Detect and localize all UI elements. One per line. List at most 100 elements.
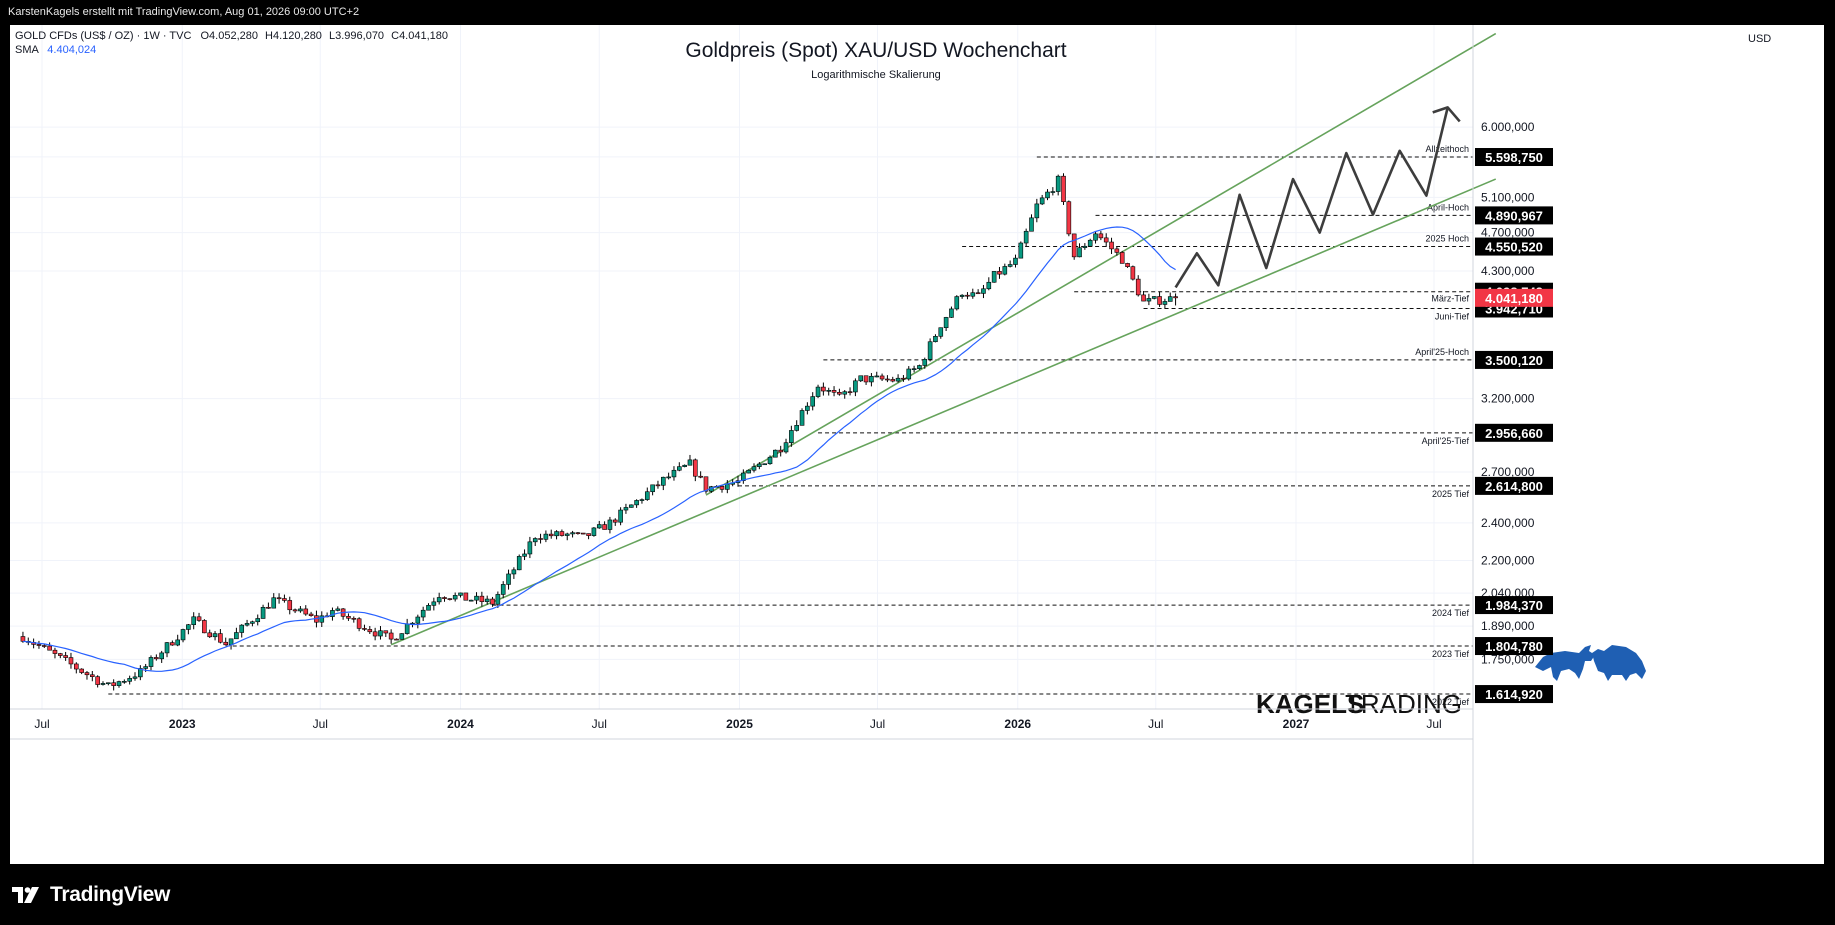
candle-body	[1029, 217, 1034, 232]
candle	[922, 357, 928, 369]
candle-body	[426, 605, 431, 611]
candle-body	[1162, 301, 1168, 305]
svg-text:SMA 4.404,024: SMA 4.404,024	[15, 44, 96, 56]
candle	[1066, 200, 1072, 237]
candle	[116, 680, 122, 688]
candle	[1141, 291, 1146, 302]
candle-body	[773, 449, 778, 458]
x-tick-label: Jul	[592, 717, 607, 731]
candle-body	[458, 592, 463, 596]
candle	[911, 365, 917, 373]
candle	[303, 605, 309, 616]
price-badge-bg	[1475, 350, 1553, 369]
chart-panel[interactable]: Allzeithoch April-Hoch 2025 Hoch März-Tief J…	[10, 25, 1824, 864]
candle-body	[74, 663, 79, 670]
candle	[1103, 233, 1109, 247]
candle	[266, 602, 271, 609]
candle-body	[191, 616, 197, 625]
price-badge-text: 1.984,370	[1485, 598, 1543, 613]
candle-body	[1061, 175, 1066, 203]
candle-body	[218, 633, 223, 643]
y-axis[interactable]: 1.750,0001.890,0002.040,0002.200,0002.40…	[1472, 25, 1535, 864]
candle-body	[687, 459, 693, 466]
candle-body	[538, 538, 543, 540]
candle	[186, 623, 191, 635]
candle	[863, 375, 869, 385]
candle-body	[431, 601, 437, 606]
candle	[340, 608, 346, 620]
sma-label[interactable]: SMA	[15, 44, 40, 56]
candle	[1098, 231, 1104, 241]
candle-body	[943, 317, 949, 329]
candle-body	[890, 379, 896, 382]
candle	[479, 591, 485, 607]
candle-body	[57, 653, 63, 656]
candle	[682, 464, 687, 468]
candle-body	[266, 606, 271, 609]
candle	[917, 364, 922, 370]
candle-body	[282, 598, 287, 601]
candle	[420, 606, 426, 622]
candle	[159, 650, 164, 663]
candle	[794, 420, 799, 432]
candle-body	[399, 633, 405, 640]
candle-body	[698, 475, 703, 478]
candle	[1173, 293, 1178, 306]
candle	[36, 640, 42, 649]
candle	[650, 484, 655, 496]
tradingview-footer[interactable]: TradingView	[12, 880, 170, 910]
candle	[746, 469, 751, 474]
candle-body	[452, 595, 458, 600]
projection-path	[1174, 107, 1449, 289]
watermark-brand-bold: KAGELS	[1256, 689, 1364, 719]
candle	[1157, 291, 1162, 307]
candle-body	[1082, 245, 1088, 248]
candle-body	[719, 486, 725, 490]
x-tick-label: 2027	[1283, 717, 1310, 731]
candle-body	[794, 425, 799, 431]
candle-body	[596, 524, 602, 529]
candle-body	[100, 683, 106, 685]
candle	[84, 671, 90, 680]
candle-body	[938, 327, 944, 337]
candle-body	[837, 391, 842, 395]
candle	[95, 675, 100, 688]
candle-body	[831, 390, 837, 393]
candle-body	[895, 377, 901, 382]
x-tick-label: Jul	[34, 717, 49, 731]
candle-body	[1103, 237, 1109, 243]
candle	[874, 371, 880, 378]
candle-body	[853, 380, 858, 393]
candle	[1029, 214, 1034, 232]
candle-body	[298, 608, 303, 612]
price-badge: 2.614,800	[1475, 476, 1553, 495]
candle-body	[580, 532, 586, 535]
candle	[687, 454, 693, 466]
candle	[175, 634, 180, 647]
candle-body	[362, 628, 367, 630]
candle-body	[346, 615, 351, 619]
candle	[436, 592, 442, 605]
candle	[591, 527, 597, 537]
candle-body	[586, 533, 591, 536]
candle-body	[506, 573, 511, 585]
candle-body	[1109, 241, 1114, 250]
candle-body	[308, 613, 314, 616]
candle-body	[532, 538, 538, 543]
x-axis[interactable]: Jul 2023 Jul 2024 Jul 2025 Jul 2026 Jul 2027 Jul	[10, 708, 1473, 740]
price-chart[interactable]: Allzeithoch April-Hoch 2025 Hoch März-Tief J…	[10, 25, 1824, 864]
candle	[602, 521, 607, 530]
candle-body	[986, 281, 992, 290]
candle-body	[783, 442, 789, 453]
price-badge-text: 2.614,800	[1485, 479, 1543, 494]
symbol-name[interactable]: GOLD CFDs (US$ / OZ) · 1W · TVC	[15, 30, 191, 42]
candle-body	[170, 642, 175, 646]
candle	[826, 387, 832, 396]
candle-body	[1093, 233, 1098, 241]
candle	[495, 591, 501, 608]
candle-body	[917, 365, 922, 370]
candle	[1109, 237, 1114, 254]
current-price-badge-text: 4.041,180	[1485, 291, 1543, 306]
candle-body	[1039, 197, 1045, 205]
currency-label[interactable]: USD	[1748, 33, 1771, 45]
